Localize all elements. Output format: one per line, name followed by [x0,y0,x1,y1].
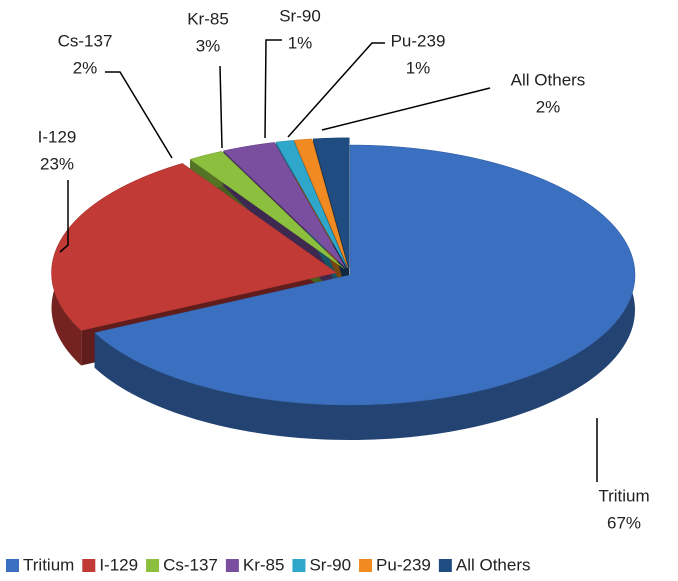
data-label-value: 23% [40,154,74,173]
pie-slice [51,163,338,331]
legend-swatch [359,559,373,572]
data-label-name: Tritium [598,486,649,505]
pie-slice [94,144,636,406]
data-label-name: Pu-239 [391,31,446,50]
legend-label: I-129 [99,555,138,574]
data-label-name: Sr-90 [279,6,321,25]
data-label-value: 2% [536,97,561,116]
legend-label: Cs-137 [163,555,218,574]
pie-slice [312,137,350,268]
legend-swatch [146,559,160,572]
leader-line [59,180,69,253]
legend-label: All Others [456,555,531,574]
legend: Tritium I-129 Cs-137 Kr-85 Sr-90 Pu-239 All Ot… [6,555,531,574]
legend-swatch [438,559,452,572]
leader-line [219,65,223,149]
pie-tops [51,137,636,406]
data-label-value: 1% [288,33,313,52]
leader-line [287,42,385,138]
data-label-value: 3% [196,36,221,55]
data-label-name: Cs-137 [58,31,113,50]
data-label-value: 67% [607,513,641,532]
legend-swatch [82,559,96,572]
legend-label: Sr-90 [309,555,351,574]
leader-line [105,71,173,159]
legend-label: Kr-85 [243,555,285,574]
data-label-value: 1% [406,58,431,77]
legend-swatch [225,559,239,572]
legend-swatch [292,559,306,572]
legend-swatch [6,559,19,572]
data-labels: Tritium 67% I-129 23% Cs-137 2% Kr-85 3% Sr-90 1%… [38,6,650,532]
data-label-value: 2% [73,58,98,77]
pie-slice [275,140,348,269]
pie-slice [189,151,345,269]
pie-slice [293,138,349,268]
leader-line [321,87,491,131]
data-label-name: All Others [511,70,586,89]
data-label-name: Kr-85 [187,9,229,28]
pie-slice [222,142,347,269]
leader-line [264,39,282,139]
legend-label: Tritium [23,555,74,574]
data-label-name: I-129 [38,127,77,146]
legend-label: Pu-239 [376,555,431,574]
